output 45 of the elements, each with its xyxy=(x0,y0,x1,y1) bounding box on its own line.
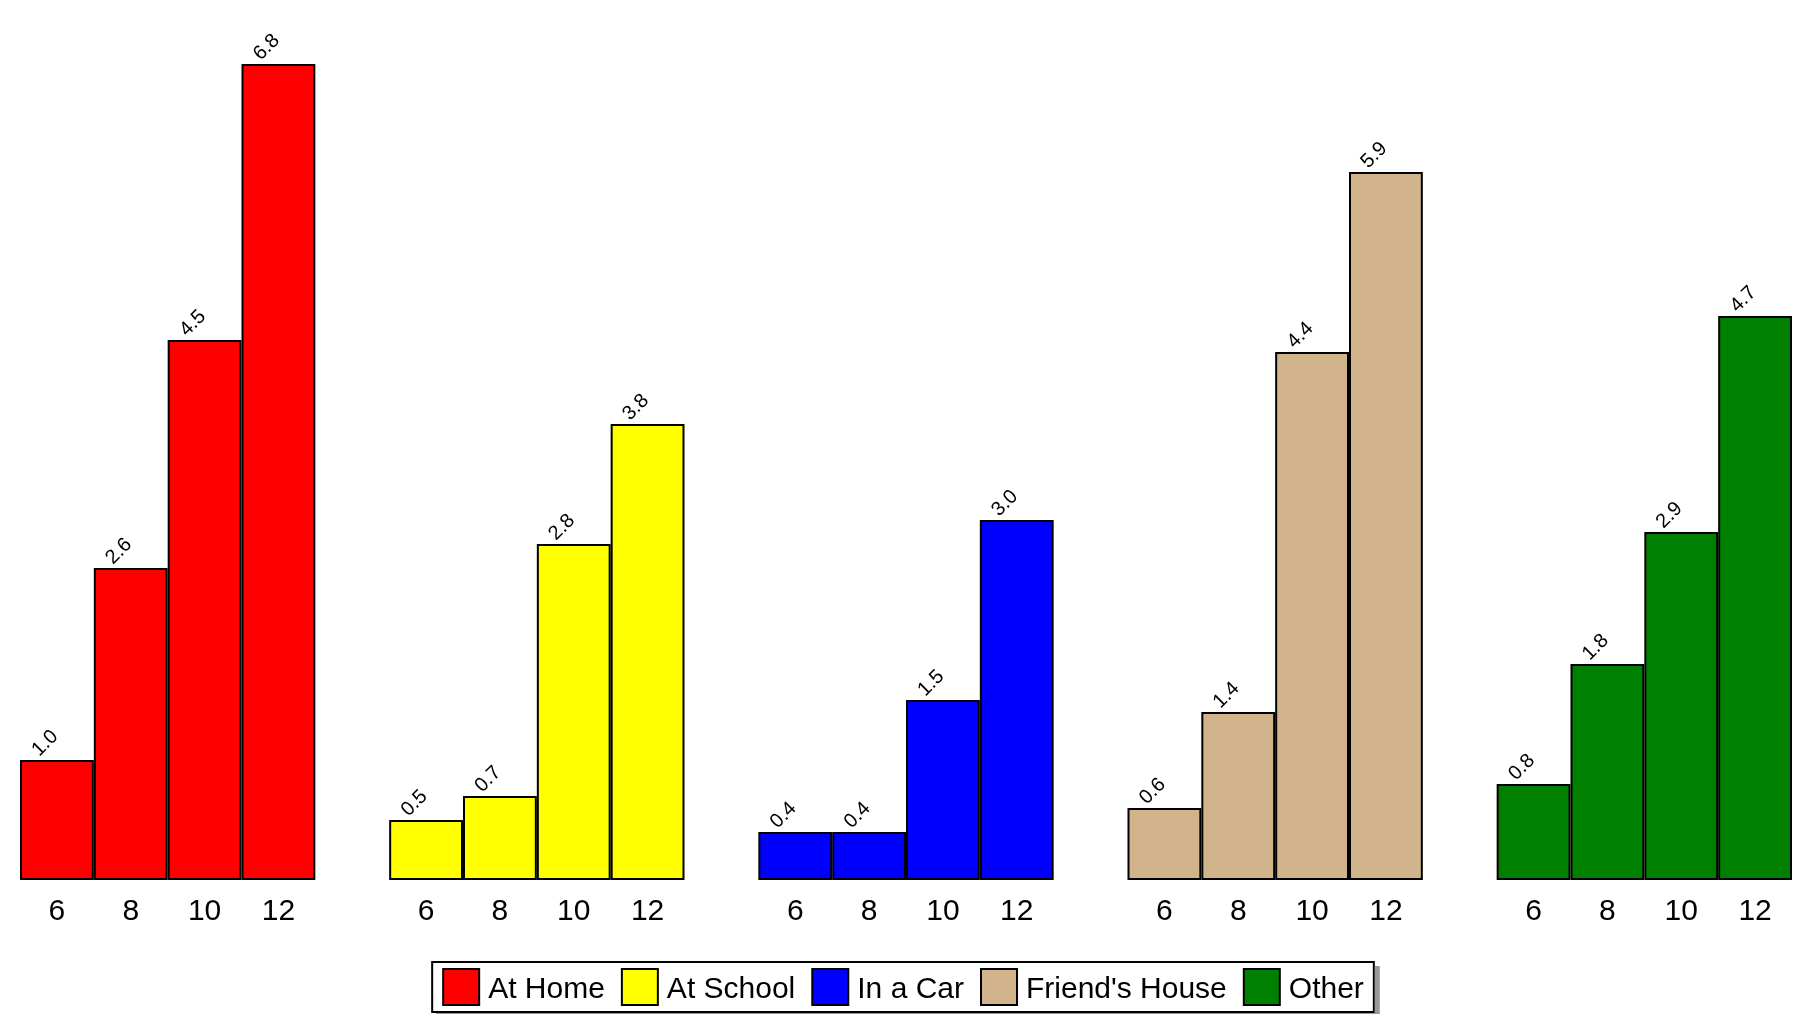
x-tick-label: 12 xyxy=(261,892,296,926)
x-tick-label: 12 xyxy=(630,892,665,926)
data-label: 4.5 xyxy=(174,304,210,340)
x-tick-label: 6 xyxy=(48,892,66,926)
data-label: 1.4 xyxy=(1207,676,1244,712)
data-label: 1.0 xyxy=(26,724,62,760)
x-tick-label: 8 xyxy=(122,892,140,926)
data-label: 1.5 xyxy=(912,664,948,700)
x-tick-label: 6 xyxy=(1156,892,1173,926)
data-label: 3.0 xyxy=(986,484,1022,520)
data-label: 4.4 xyxy=(1281,316,1317,352)
x-tick-label: 6 xyxy=(1525,892,1542,926)
data-label: 2.8 xyxy=(543,508,579,544)
legend-label: At Home xyxy=(488,970,605,1004)
data-label: 2.6 xyxy=(100,532,136,568)
data-label: 3.8 xyxy=(617,388,653,424)
legend-label: In a Car xyxy=(857,970,964,1004)
x-tick-label: 10 xyxy=(187,892,222,926)
x-tick-label: 12 xyxy=(1738,892,1772,926)
x-tick-label: 10 xyxy=(1295,892,1329,926)
x-tick-label: 8 xyxy=(1229,892,1247,926)
data-label: 1.8 xyxy=(1577,628,1613,664)
data-label: 0.5 xyxy=(395,784,431,820)
data-label: 0.7 xyxy=(469,760,505,796)
x-tick-label: 12 xyxy=(1000,892,1034,926)
data-label: 2.9 xyxy=(1650,496,1687,532)
x-tick-label: 12 xyxy=(1369,892,1403,926)
x-tick-label: 10 xyxy=(926,892,960,926)
x-tick-label: 8 xyxy=(860,892,878,926)
data-label: 4.7 xyxy=(1724,280,1760,316)
x-tick-label: 10 xyxy=(1664,892,1698,926)
x-tick-label: 6 xyxy=(417,892,435,926)
legend-label: Other xyxy=(1288,970,1364,1004)
legend-label: Friend's House xyxy=(1025,970,1227,1004)
data-label: 0.4 xyxy=(838,796,874,832)
x-tick-label: 8 xyxy=(491,892,509,926)
data-label: 0.4 xyxy=(764,796,801,832)
x-tick-label: 10 xyxy=(557,892,591,926)
x-tick-label: 8 xyxy=(1599,892,1616,926)
data-label: 5.9 xyxy=(1355,136,1391,172)
legend-label: At School xyxy=(666,970,796,1004)
x-tick-label: 6 xyxy=(786,892,804,926)
data-label: 6.8 xyxy=(248,28,284,64)
data-label: 0.6 xyxy=(1134,772,1170,808)
data-label: 0.8 xyxy=(1503,748,1539,784)
